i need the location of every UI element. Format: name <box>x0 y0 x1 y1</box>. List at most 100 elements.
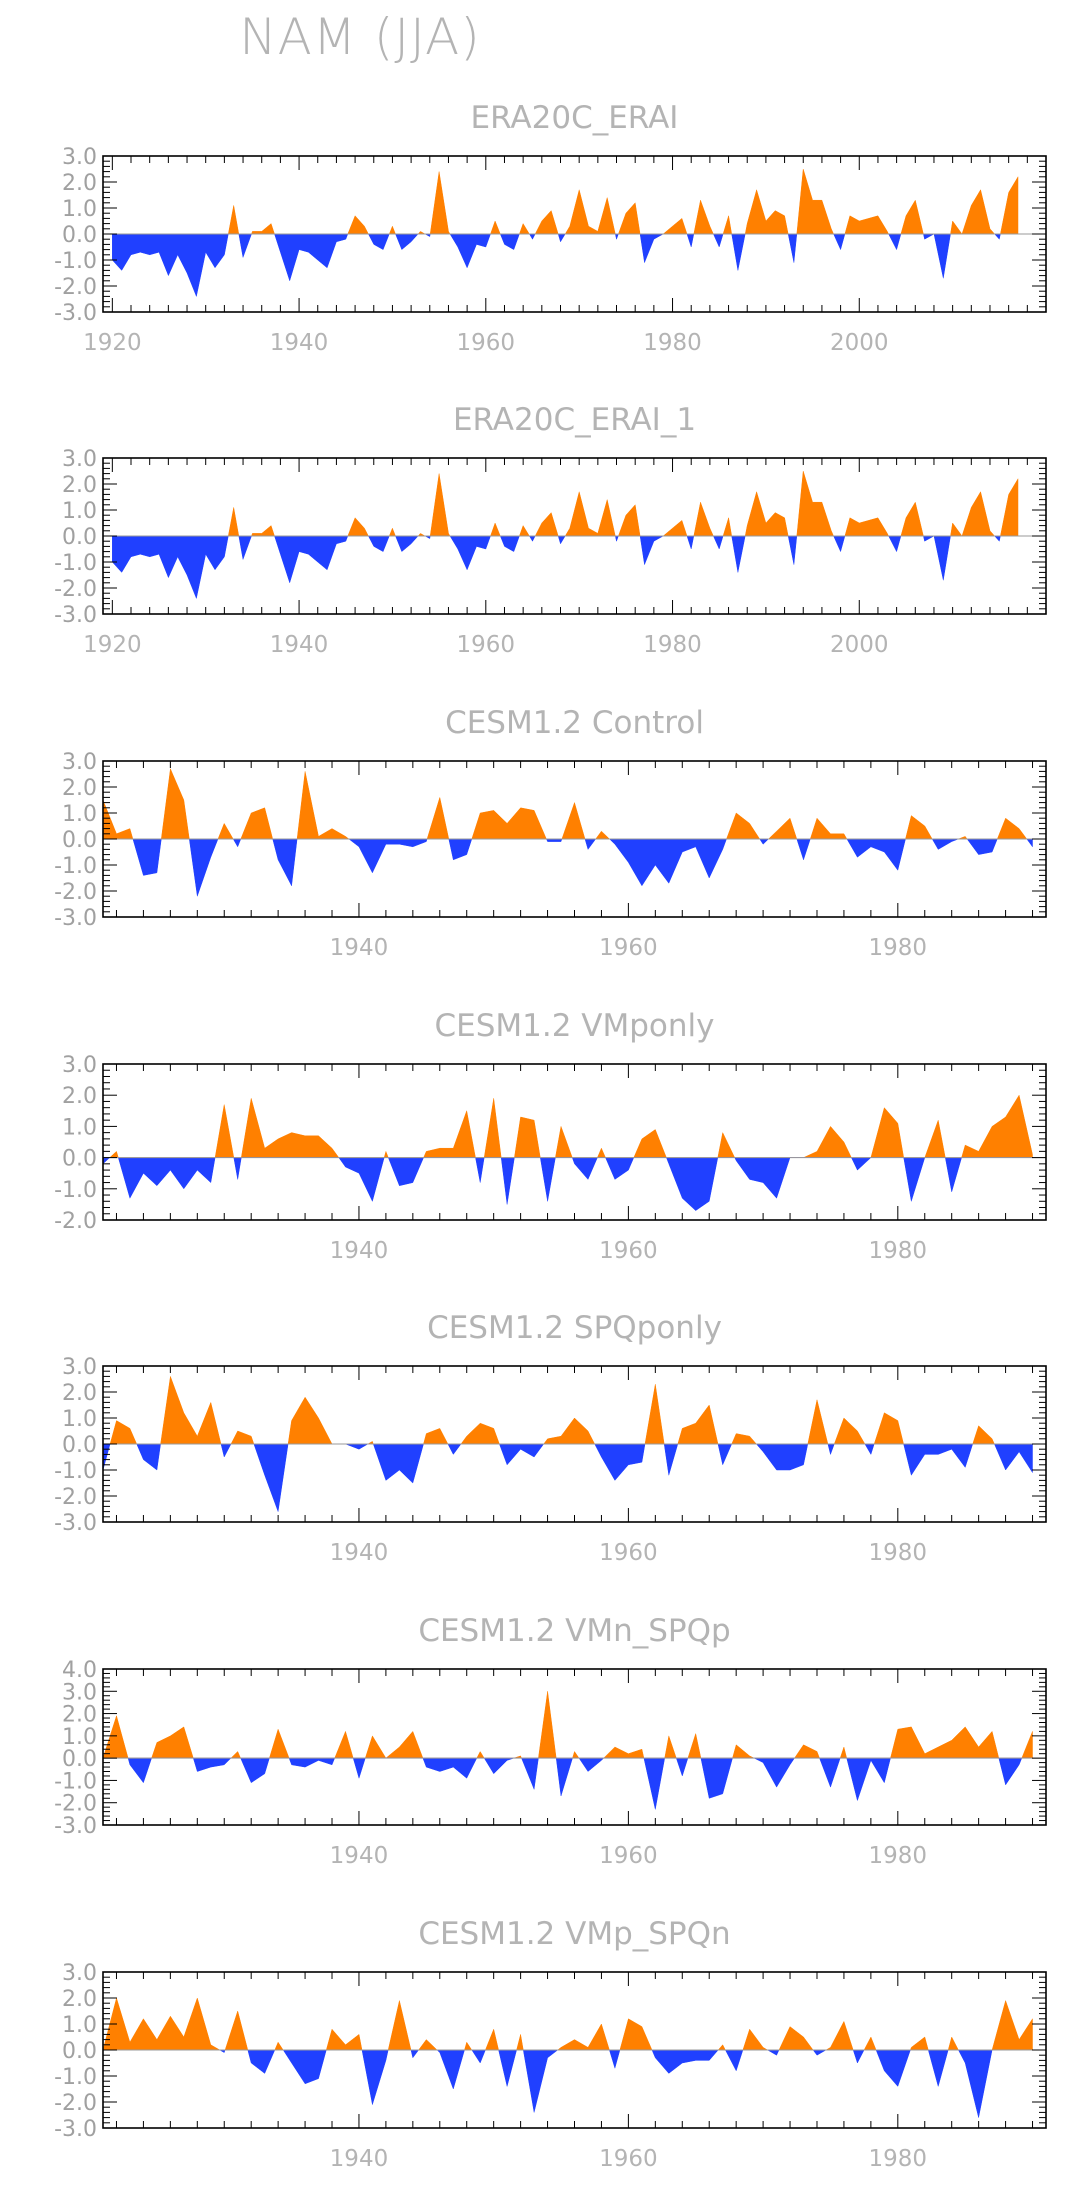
panel-6: CESM1.2 VMn_SPQp 4.03.02.01.00.0-1.0-2.0-… <box>54 1613 1047 1869</box>
y-tick-label: 3.0 <box>62 1680 97 1705</box>
x-tick-label: 2000 <box>830 632 889 658</box>
positive-area <box>102 767 1033 840</box>
panel-3: CESM1.2 Control 3.02.01.00.0-1.0-2.0-3.0 1… <box>54 705 1047 961</box>
y-tick-label: 1.0 <box>62 1115 97 1140</box>
panel-title: CESM1.2 VMn_SPQp <box>418 1613 730 1649</box>
y-tick-label: -3.0 <box>54 301 97 326</box>
y-tick-label: -2.0 <box>54 1209 97 1234</box>
negative-area <box>102 1443 1033 1512</box>
y-tick-label: -2.0 <box>54 577 97 602</box>
x-tick-label: 1940 <box>330 2146 389 2172</box>
y-tick-label: 2.0 <box>62 776 97 801</box>
positive-area <box>103 1094 1033 1158</box>
x-tick-label: 1980 <box>869 935 928 961</box>
panel-5: CESM1.2 SPQponly 3.02.01.00.0-1.0-2.0-3.0… <box>54 1310 1047 1566</box>
x-tick-label: 1960 <box>457 632 516 658</box>
panel-title: ERA20C_ERAI_1 <box>453 402 696 438</box>
y-tick-label: -3.0 <box>54 2117 97 2142</box>
x-tick-label: 1940 <box>330 1238 389 1264</box>
negative-area <box>103 1757 1033 1810</box>
y-tick-label: 1.0 <box>62 802 97 827</box>
y-tick-label: -2.0 <box>54 1792 97 1817</box>
panel-title: CESM1.2 SPQponly <box>427 1310 722 1346</box>
y-tick-label: -2.0 <box>54 2091 97 2116</box>
panel-2: ERA20C_ERAI_1 3.02.01.00.0-1.0-2.0-3.0 192… <box>54 402 1047 658</box>
y-tick-label: 0.0 <box>62 828 97 853</box>
x-tick-label: 1980 <box>869 2146 928 2172</box>
panel-1: ERA20C_ERAI 3.02.01.00.0-1.0-2.0-3.0 1920 1… <box>54 100 1047 356</box>
y-tick-label: -3.0 <box>54 603 97 628</box>
positive-area <box>102 1997 1033 2051</box>
x-tick-label: 1980 <box>869 1843 928 1869</box>
panel-title: ERA20C_ERAI <box>471 100 679 136</box>
y-tick-label: 0.0 <box>62 223 97 248</box>
x-tick-label: 1980 <box>869 1540 928 1566</box>
y-tick-label: -3.0 <box>54 1814 97 1839</box>
x-tick-label: 1960 <box>599 1238 658 1264</box>
y-tick-label: 0.0 <box>62 2039 97 2064</box>
x-tick-label: 1980 <box>643 632 702 658</box>
x-tick-label: 1940 <box>270 330 329 356</box>
y-tick-label: -3.0 <box>54 1511 97 1536</box>
y-tick-label: 3.0 <box>62 1961 97 1986</box>
y-tick-label: 3.0 <box>62 1053 97 1078</box>
y-tick-label: -2.0 <box>54 275 97 300</box>
x-tick-label: 1960 <box>599 1843 658 1869</box>
y-tick-label: -2.0 <box>54 1485 97 1510</box>
y-tick-label: 4.0 <box>62 1658 97 1683</box>
y-tick-label: 0.0 <box>62 1747 97 1772</box>
y-tick-label: -2.0 <box>54 880 97 905</box>
x-tick-label: 1940 <box>270 632 329 658</box>
x-tick-label: 1960 <box>599 935 658 961</box>
y-tick-label: 3.0 <box>62 1355 97 1380</box>
y-tick-label: -3.0 <box>54 906 97 931</box>
y-tick-label: -1.0 <box>54 1459 97 1484</box>
x-tick-label: 1960 <box>599 1540 658 1566</box>
x-tick-label: 1980 <box>869 1238 928 1264</box>
y-tick-label: -1.0 <box>54 551 97 576</box>
y-tick-label: 2.0 <box>62 1987 97 2012</box>
panel-title: CESM1.2 Control <box>445 705 704 741</box>
y-tick-label: 1.0 <box>62 1725 97 1750</box>
negative-area <box>102 1157 1033 1211</box>
negative-area <box>103 838 1033 897</box>
x-tick-label: 1940 <box>330 1843 389 1869</box>
positive-area <box>112 168 1019 235</box>
y-tick-label: -1.0 <box>54 249 97 274</box>
x-tick-label: 2000 <box>830 330 889 356</box>
panel-title: CESM1.2 VMponly <box>434 1008 714 1044</box>
y-tick-label: -1.0 <box>54 854 97 879</box>
y-tick-label: 0.0 <box>62 525 97 550</box>
panel-title: CESM1.2 VMp_SPQn <box>418 1916 730 1952</box>
negative-area <box>112 535 1018 600</box>
y-tick-label: 2.0 <box>62 1084 97 1109</box>
x-tick-label: 1980 <box>643 330 702 356</box>
y-tick-label: 2.0 <box>62 473 97 498</box>
y-tick-label: 0.0 <box>62 1433 97 1458</box>
x-tick-label: 1940 <box>330 935 389 961</box>
y-tick-label: -1.0 <box>54 2065 97 2090</box>
negative-area <box>103 2049 1033 2118</box>
y-tick-label: 1.0 <box>62 197 97 222</box>
y-tick-label: 0.0 <box>62 1147 97 1172</box>
figure-title: NAM (JJA) <box>239 8 481 66</box>
negative-area <box>112 233 1018 298</box>
x-tick-label: 1940 <box>330 1540 389 1566</box>
y-tick-label: 2.0 <box>62 1703 97 1728</box>
y-tick-label: 1.0 <box>62 1407 97 1432</box>
y-tick-label: -1.0 <box>54 1178 97 1203</box>
y-tick-label: 3.0 <box>62 447 97 472</box>
x-tick-label: 1960 <box>457 330 516 356</box>
x-tick-label: 1960 <box>599 2146 658 2172</box>
positive-area <box>102 1691 1033 1759</box>
x-tick-label: 1920 <box>83 632 142 658</box>
y-tick-label: 1.0 <box>62 499 97 524</box>
positive-area <box>112 470 1019 537</box>
y-tick-label: 2.0 <box>62 1381 97 1406</box>
panel-7: CESM1.2 VMp_SPQn 3.02.01.00.0-1.0-2.0-3.0… <box>54 1916 1047 2172</box>
y-tick-label: 3.0 <box>62 750 97 775</box>
y-tick-label: 1.0 <box>62 2013 97 2038</box>
y-tick-label: -1.0 <box>54 1769 97 1794</box>
y-tick-label: 3.0 <box>62 145 97 170</box>
